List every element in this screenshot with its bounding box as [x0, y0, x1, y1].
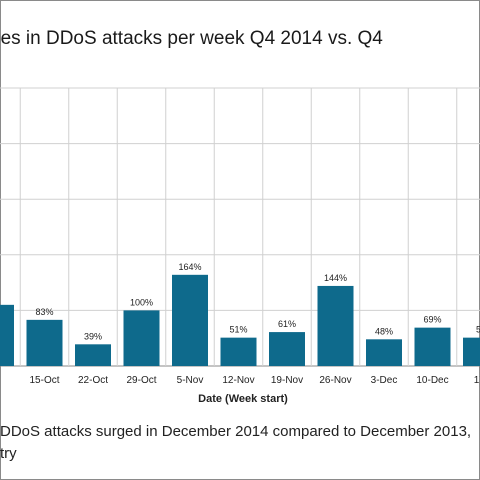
x-tick-label: 12-Nov — [222, 375, 254, 386]
x-tick-label: 19-Nov — [271, 375, 303, 386]
x-tick-label: 29-Oct — [126, 375, 156, 386]
x-axis-label: Date (Week start) — [198, 393, 288, 405]
bar-12-Nov — [220, 337, 257, 366]
bar-value-label: 51% — [229, 325, 247, 335]
bar-value-label: 51 — [476, 325, 480, 335]
bar-value-label: 69% — [423, 315, 441, 325]
bar-26-Nov — [317, 285, 354, 366]
bar-value-label: 100% — [130, 297, 153, 307]
bar-29-Oct — [123, 310, 160, 366]
bar-value-label: 48% — [375, 326, 393, 336]
x-tick-label: 17- — [474, 375, 480, 386]
bar-17- — [463, 337, 480, 366]
x-tick-label: 26-Nov — [319, 375, 351, 386]
bar-3-Dec — [366, 339, 402, 366]
bar-value-label: 144% — [324, 273, 347, 283]
x-tick-label: 22-Oct — [78, 375, 108, 386]
x-tick-label: 10-Dec — [416, 375, 448, 386]
bar-15-Oct — [26, 319, 63, 366]
bar-10-Dec — [414, 327, 451, 366]
x-tick-label: 15-Oct — [29, 375, 59, 386]
bar-ct — [0, 304, 14, 366]
caption-line-1: DDoS attacks surged in December 2014 com… — [0, 423, 472, 440]
bar-value-label: 83% — [35, 307, 53, 317]
bar-value-label: 164% — [178, 262, 201, 272]
x-tick-label: 3-Dec — [371, 375, 398, 386]
bar-22-Oct — [75, 344, 111, 366]
bar-5-Nov — [172, 274, 208, 366]
x-tick-label: 5-Nov — [177, 375, 204, 386]
caption-line-2: try — [0, 445, 17, 462]
bar-value-label: 61% — [278, 319, 296, 329]
bar-19-Nov — [269, 332, 305, 366]
bar-value-label: 39% — [84, 331, 102, 341]
chart-caption: DDoS attacks surged in December 2014 com… — [0, 421, 480, 465]
chart-title: ges in DDoS attacks per week Q4 2014 vs.… — [0, 28, 383, 49]
